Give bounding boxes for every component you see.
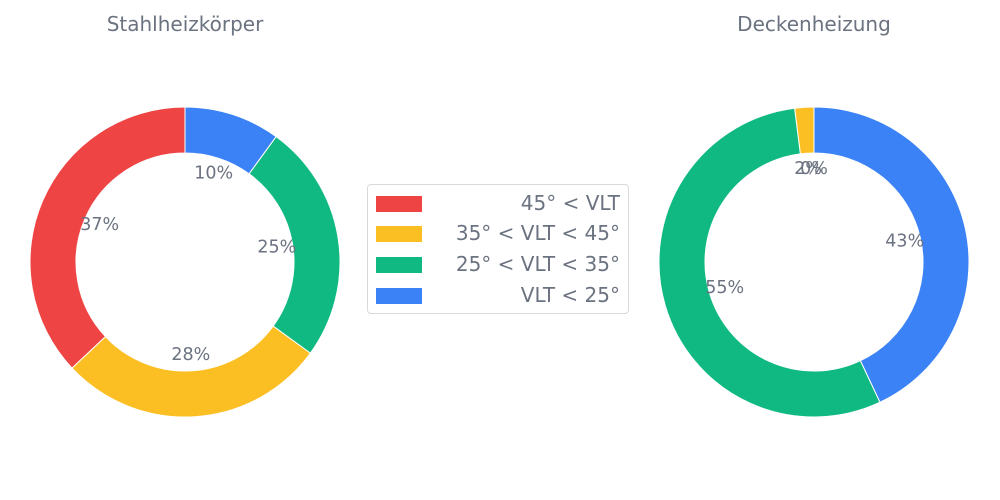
- legend-item: 35° < VLT < 45°: [376, 221, 622, 245]
- slice-label-vlt-25: 10%: [194, 164, 233, 184]
- legend-item: 45° < VLT: [376, 191, 622, 215]
- slice-label-35-45-vlt: 2%: [794, 159, 822, 179]
- legend-label: 45° < VLT: [520, 191, 620, 215]
- slice-35-45-vlt: [71, 325, 312, 418]
- legend-label: 25° < VLT < 35°: [455, 252, 620, 276]
- slice-25-35-vlt: [658, 107, 881, 418]
- donut-deckenheizung: 0%2% 55% 43%: [658, 106, 970, 418]
- legend-swatch: [376, 288, 422, 304]
- legend-label: VLT < 25°: [520, 283, 620, 307]
- legend-item: VLT < 25°: [376, 283, 622, 307]
- legend-item: 25° < VLT < 35°: [376, 252, 622, 276]
- slice-label-vlt-25: 43%: [885, 232, 924, 252]
- chart-title-stahlheizkoerper: Stahlheizkörper: [107, 12, 264, 36]
- slice-label-45-vlt: 37%: [80, 215, 119, 235]
- legend-swatch: [376, 226, 422, 242]
- donut-stahlheizkoerper: 37% 28% 25% 10%: [29, 106, 341, 418]
- slice-vlt-25: [813, 106, 970, 403]
- slice-label-25-35-vlt: 25%: [257, 237, 296, 257]
- slice-vlt-25: [184, 106, 277, 175]
- chart-title-deckenheizung: Deckenheizung: [737, 12, 891, 36]
- slice-label-25-35-vlt: 55%: [705, 278, 744, 298]
- slice-45-vlt: [29, 106, 186, 369]
- legend-swatch: [376, 257, 422, 273]
- legend-swatch: [376, 196, 422, 212]
- slice-label-45-vlt: 0%: [800, 159, 828, 179]
- slice-label-35-45-vlt: 28%: [171, 345, 210, 365]
- legend: 45° < VLT 35° < VLT < 45° 25° < VLT < 35…: [367, 184, 629, 314]
- legend-label: 35° < VLT < 45°: [455, 221, 620, 245]
